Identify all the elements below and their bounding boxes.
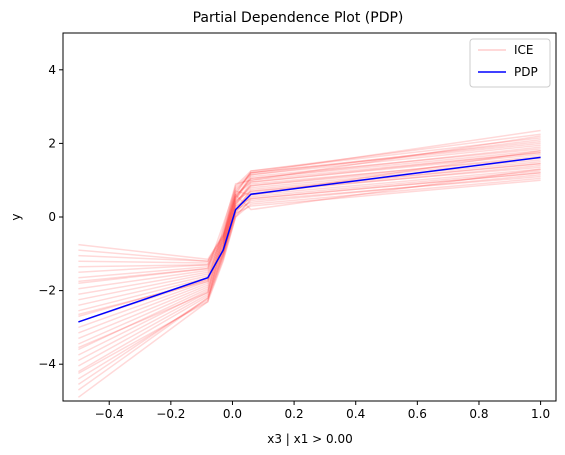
y-tick-label: 4 — [48, 63, 56, 77]
x-tick-label: 1.0 — [531, 407, 550, 421]
y-axis-label: y — [9, 213, 23, 220]
y-tick-label: 0 — [48, 210, 56, 224]
ice-line-30 — [78, 135, 541, 316]
ice-line-4 — [78, 170, 541, 373]
ice-line-5 — [78, 173, 541, 367]
ice-line-21 — [78, 144, 541, 279]
x-tick-label: 0.2 — [285, 407, 304, 421]
x-tick-label: 0.4 — [346, 407, 365, 421]
legend-label-ice: ICE — [514, 43, 534, 57]
x-tick-label: −0.4 — [95, 407, 124, 421]
x-axis-label: x3 | x1 > 0.00 — [267, 432, 353, 446]
ice-line-10 — [78, 161, 541, 340]
x-tick-label: 0.6 — [408, 407, 427, 421]
pdp-line-group — [78, 156, 541, 323]
ice-line-6 — [78, 168, 541, 362]
ice-line-31 — [78, 168, 541, 375]
legend-box — [469, 38, 551, 88]
y-tick-label: −2 — [38, 284, 56, 298]
ice-line-18 — [78, 150, 541, 296]
x-axis: −0.4 −0.2 0.0 0.2 0.4 0.6 0.8 1.0 — [95, 401, 550, 421]
ice-line-13 — [78, 157, 541, 323]
y-tick-label: −4 — [38, 357, 56, 371]
ice-line-24 — [78, 140, 541, 264]
chart-title: Partial Dependence Plot (PDP) — [193, 10, 404, 26]
ice-line-2 — [77, 179, 541, 386]
legend-label-pdp: PDP — [514, 65, 538, 79]
ice-line-22 — [78, 142, 541, 273]
ice-line-26 — [78, 138, 541, 262]
ice-line-27 — [78, 133, 541, 261]
ice-line-16 — [78, 151, 541, 307]
ice-line-17 — [78, 155, 541, 301]
x-tick-label: 0.8 — [469, 407, 488, 421]
ice-line-15 — [78, 153, 541, 312]
ice-line-23 — [78, 146, 541, 268]
y-tick-label: 2 — [48, 136, 56, 150]
pdp-line — [78, 156, 541, 323]
x-tick-label: −0.2 — [156, 407, 185, 421]
ice-line-0 — [77, 177, 541, 398]
ice-line-19 — [78, 148, 541, 290]
x-tick-label: 0.0 — [223, 407, 242, 421]
ice-line-28 — [78, 129, 541, 283]
y-axis: −4 −2 0 2 4 — [38, 63, 63, 371]
ice-line-12 — [78, 159, 541, 329]
ice-line-1 — [77, 175, 541, 391]
ice-line-25 — [78, 137, 541, 262]
ice-line-3 — [78, 172, 541, 380]
legend: ICE PDP — [469, 38, 551, 88]
ice-line-20 — [78, 151, 541, 284]
